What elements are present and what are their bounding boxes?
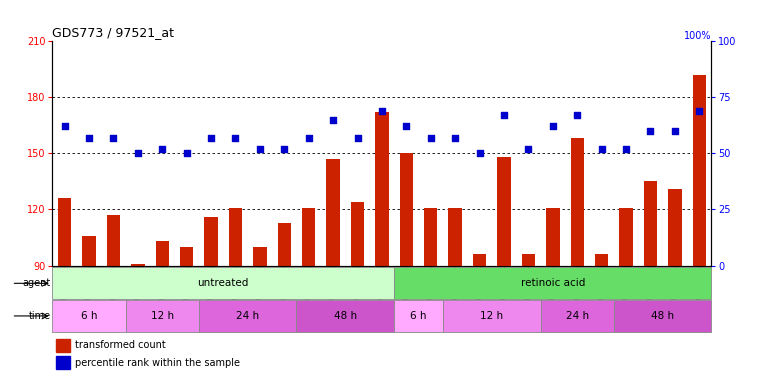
Bar — [448, 208, 462, 266]
Text: agent: agent — [23, 278, 51, 288]
Bar — [546, 208, 560, 266]
Bar — [614, 300, 711, 332]
Text: percentile rank within the sample: percentile rank within the sample — [75, 358, 239, 368]
Text: retinoic acid: retinoic acid — [521, 278, 585, 288]
Text: 6 h: 6 h — [410, 311, 427, 321]
Bar — [668, 189, 681, 266]
Text: untreated: untreated — [198, 278, 249, 288]
Bar — [692, 75, 706, 266]
Point — [107, 135, 119, 141]
Point — [351, 135, 363, 141]
Bar — [55, 356, 70, 369]
Bar — [571, 138, 584, 266]
Point — [59, 123, 71, 129]
Point — [571, 112, 584, 118]
Bar — [351, 202, 364, 266]
Bar — [156, 241, 169, 266]
Point — [644, 128, 657, 134]
Text: 12 h: 12 h — [480, 311, 504, 321]
Bar — [522, 254, 535, 266]
Text: 24 h: 24 h — [236, 311, 259, 321]
Bar — [52, 267, 394, 299]
Bar — [55, 339, 70, 352]
Point — [253, 146, 266, 152]
Text: 12 h: 12 h — [151, 311, 174, 321]
Bar — [277, 222, 291, 266]
Point — [376, 108, 388, 114]
Bar — [180, 247, 193, 266]
Point — [547, 123, 559, 129]
Text: 48 h: 48 h — [333, 311, 357, 321]
Bar — [497, 157, 511, 266]
Bar — [253, 247, 266, 266]
Text: 24 h: 24 h — [566, 311, 589, 321]
Point — [474, 150, 486, 156]
Bar — [229, 208, 242, 266]
Point — [522, 146, 534, 152]
Bar — [296, 300, 394, 332]
Bar — [443, 300, 541, 332]
Bar — [394, 300, 443, 332]
Point — [693, 108, 705, 114]
Text: 100%: 100% — [684, 31, 711, 41]
Bar — [473, 254, 487, 266]
Bar — [375, 112, 389, 266]
Text: GDS773 / 97521_at: GDS773 / 97521_at — [52, 26, 174, 39]
Bar — [302, 208, 316, 266]
Point — [205, 135, 217, 141]
Bar — [58, 198, 72, 266]
Bar — [126, 300, 199, 332]
Point — [449, 135, 461, 141]
Point — [327, 117, 340, 123]
Text: 6 h: 6 h — [81, 311, 97, 321]
Point — [668, 128, 681, 134]
Bar — [644, 182, 657, 266]
Point — [620, 146, 632, 152]
Bar — [131, 264, 145, 266]
Point — [400, 123, 413, 129]
Bar — [394, 267, 711, 299]
Point — [303, 135, 315, 141]
Bar — [52, 300, 126, 332]
Point — [595, 146, 608, 152]
Bar — [541, 300, 614, 332]
Bar — [107, 215, 120, 266]
Text: time: time — [29, 311, 51, 321]
Bar — [424, 208, 437, 266]
Bar — [619, 208, 633, 266]
Bar — [400, 153, 413, 266]
Bar — [595, 254, 608, 266]
Point — [424, 135, 437, 141]
Bar — [199, 300, 296, 332]
Point — [278, 146, 290, 152]
Text: 48 h: 48 h — [651, 311, 675, 321]
Bar — [326, 159, 340, 266]
Point — [156, 146, 169, 152]
Point — [498, 112, 511, 118]
Point — [180, 150, 192, 156]
Point — [229, 135, 242, 141]
Point — [132, 150, 144, 156]
Point — [83, 135, 95, 141]
Bar — [82, 236, 95, 266]
Bar — [204, 217, 218, 266]
Text: transformed count: transformed count — [75, 340, 166, 350]
